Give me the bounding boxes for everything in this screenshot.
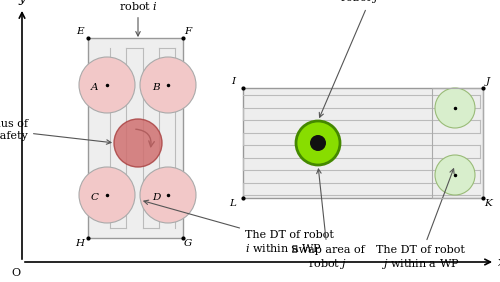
Text: Swap area of
robot $i$: Swap area of robot $i$ bbox=[101, 0, 175, 36]
Bar bbox=[432, 88, 483, 198]
Text: H: H bbox=[76, 239, 84, 248]
Text: J: J bbox=[486, 78, 490, 87]
Text: D: D bbox=[152, 193, 160, 202]
Circle shape bbox=[114, 119, 162, 167]
Text: x: x bbox=[498, 255, 500, 268]
Text: L: L bbox=[230, 199, 236, 208]
Circle shape bbox=[310, 135, 326, 151]
Circle shape bbox=[140, 57, 196, 113]
Circle shape bbox=[79, 167, 135, 223]
Text: The DT of robot
$i$ within a WP: The DT of robot $i$ within a WP bbox=[144, 200, 334, 254]
Text: E: E bbox=[76, 28, 84, 36]
Text: F: F bbox=[184, 28, 192, 36]
Text: B: B bbox=[152, 83, 160, 92]
Text: I: I bbox=[231, 78, 235, 87]
Text: The DT of robot
$j$ within a WP: The DT of robot $j$ within a WP bbox=[376, 169, 464, 271]
Text: Swap area of
robot $j$: Swap area of robot $j$ bbox=[291, 169, 365, 271]
Text: Weld guns of
robot $i$ and
robot $j$: Weld guns of robot $i$ and robot $j$ bbox=[320, 0, 412, 117]
Text: Radius of
safety: Radius of safety bbox=[0, 119, 111, 144]
Text: C: C bbox=[91, 193, 99, 202]
Text: K: K bbox=[484, 199, 492, 208]
Text: A: A bbox=[91, 83, 99, 92]
Bar bbox=[88, 38, 183, 238]
Text: y: y bbox=[18, 0, 26, 5]
Circle shape bbox=[435, 155, 475, 195]
Circle shape bbox=[140, 167, 196, 223]
Bar bbox=[243, 88, 483, 198]
Text: O: O bbox=[12, 268, 20, 278]
Circle shape bbox=[435, 88, 475, 128]
Text: G: G bbox=[184, 239, 192, 248]
Circle shape bbox=[296, 121, 340, 165]
Circle shape bbox=[79, 57, 135, 113]
